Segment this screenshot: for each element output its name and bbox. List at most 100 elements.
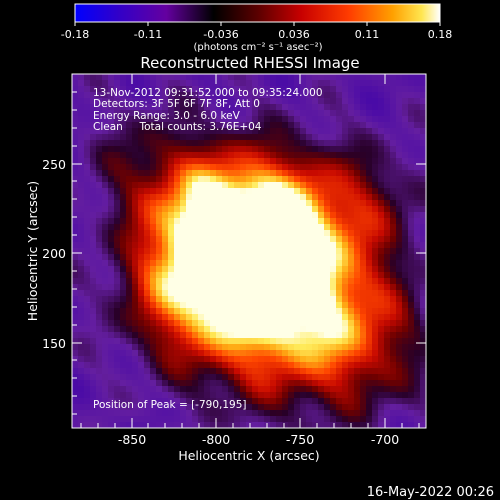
- image-pixel: [390, 368, 397, 375]
- image-pixel: [342, 212, 349, 219]
- image-pixel: [414, 386, 421, 393]
- image-pixel: [102, 140, 109, 147]
- image-pixel: [294, 398, 301, 405]
- image-pixel: [294, 98, 301, 105]
- image-pixel: [294, 356, 301, 363]
- image-pixel: [78, 80, 85, 87]
- image-pixel: [324, 110, 331, 117]
- image-pixel: [384, 326, 391, 333]
- image-pixel: [372, 302, 379, 309]
- image-pixel: [300, 362, 307, 369]
- image-pixel: [306, 278, 313, 285]
- image-pixel: [144, 422, 151, 428]
- image-pixel: [318, 344, 325, 351]
- image-pixel: [258, 104, 265, 111]
- image-pixel: [210, 116, 217, 123]
- image-pixel: [252, 290, 259, 297]
- image-pixel: [342, 134, 349, 141]
- image-pixel: [324, 86, 331, 93]
- image-pixel: [204, 350, 211, 357]
- image-pixel: [348, 368, 355, 375]
- image-pixel: [204, 170, 211, 177]
- image-pixel: [294, 272, 301, 279]
- image-pixel: [276, 284, 283, 291]
- image-pixel: [360, 110, 367, 117]
- image-pixel: [402, 128, 409, 135]
- image-pixel: [126, 86, 133, 93]
- image-pixel: [174, 296, 181, 303]
- image-pixel: [282, 230, 289, 237]
- image-pixel: [378, 296, 385, 303]
- image-pixel: [228, 164, 235, 171]
- image-pixel: [342, 164, 349, 171]
- image-pixel: [306, 356, 313, 363]
- image-pixel: [180, 272, 187, 279]
- image-pixel: [84, 128, 91, 135]
- image-pixel: [414, 398, 421, 405]
- image-pixel: [348, 254, 355, 261]
- image-pixel: [342, 176, 349, 183]
- image-pixel: [342, 194, 349, 201]
- image-pixel: [132, 362, 139, 369]
- image-pixel: [204, 92, 211, 99]
- image-pixel: [348, 314, 355, 321]
- image-pixel: [144, 332, 151, 339]
- image-pixel: [324, 224, 331, 231]
- image-pixel: [312, 374, 319, 381]
- image-pixel: [414, 404, 421, 411]
- image-pixel: [78, 206, 85, 213]
- image-pixel: [150, 392, 157, 399]
- image-pixel: [186, 404, 193, 411]
- image-pixel: [96, 110, 103, 117]
- image-pixel: [402, 296, 409, 303]
- image-pixel: [168, 398, 175, 405]
- image-pixel: [240, 116, 247, 123]
- image-pixel: [228, 80, 235, 87]
- image-pixel: [282, 242, 289, 249]
- image-pixel: [402, 146, 409, 153]
- image-pixel: [126, 416, 133, 423]
- image-pixel: [300, 254, 307, 261]
- image-pixel: [90, 230, 97, 237]
- image-pixel: [300, 146, 307, 153]
- image-pixel: [216, 80, 223, 87]
- image-pixel: [276, 362, 283, 369]
- image-pixel: [312, 338, 319, 345]
- image-pixel: [390, 98, 397, 105]
- image-pixel: [378, 176, 385, 183]
- image-pixel: [372, 398, 379, 405]
- image-pixel: [312, 290, 319, 297]
- image-pixel: [168, 134, 175, 141]
- image-pixel: [324, 350, 331, 357]
- image-pixel: [216, 146, 223, 153]
- image-pixel: [384, 236, 391, 243]
- image-pixel: [204, 308, 211, 315]
- image-pixel: [210, 308, 217, 315]
- image-pixel: [294, 320, 301, 327]
- image-pixel: [276, 206, 283, 213]
- image-pixel: [414, 158, 421, 165]
- image-pixel: [96, 278, 103, 285]
- image-pixel: [138, 290, 145, 297]
- image-pixel: [228, 314, 235, 321]
- image-pixel: [192, 116, 199, 123]
- image-pixel: [318, 314, 325, 321]
- image-pixel: [318, 404, 325, 411]
- image-pixel: [168, 200, 175, 207]
- image-pixel: [108, 350, 115, 357]
- image-pixel: [330, 194, 337, 201]
- image-pixel: [264, 284, 271, 291]
- image-pixel: [222, 146, 229, 153]
- image-pixel: [408, 110, 415, 117]
- image-pixel: [162, 164, 169, 171]
- image-pixel: [414, 146, 421, 153]
- image-pixel: [312, 254, 319, 261]
- image-pixel: [270, 206, 277, 213]
- image-pixel: [168, 230, 175, 237]
- image-pixel: [126, 338, 133, 345]
- image-pixel: [414, 272, 421, 279]
- image-pixel: [414, 140, 421, 147]
- image-pixel: [330, 338, 337, 345]
- image-pixel: [402, 248, 409, 255]
- image-pixel: [216, 278, 223, 285]
